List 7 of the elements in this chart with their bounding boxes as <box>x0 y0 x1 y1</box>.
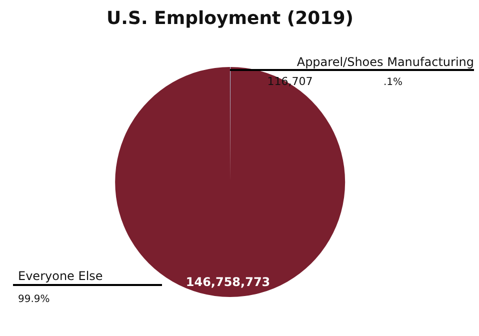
slice-label: Apparel/Shoes Manufacturing <box>296 55 474 69</box>
data-label: 146,758,773 <box>186 275 270 289</box>
text: .1% <box>383 77 403 88</box>
chart-title: U.S. Employment (2019) <box>106 8 354 29</box>
slice-label: Everyone Else <box>18 269 103 283</box>
text: 99.9% <box>18 294 50 305</box>
pie-slice <box>115 67 346 297</box>
